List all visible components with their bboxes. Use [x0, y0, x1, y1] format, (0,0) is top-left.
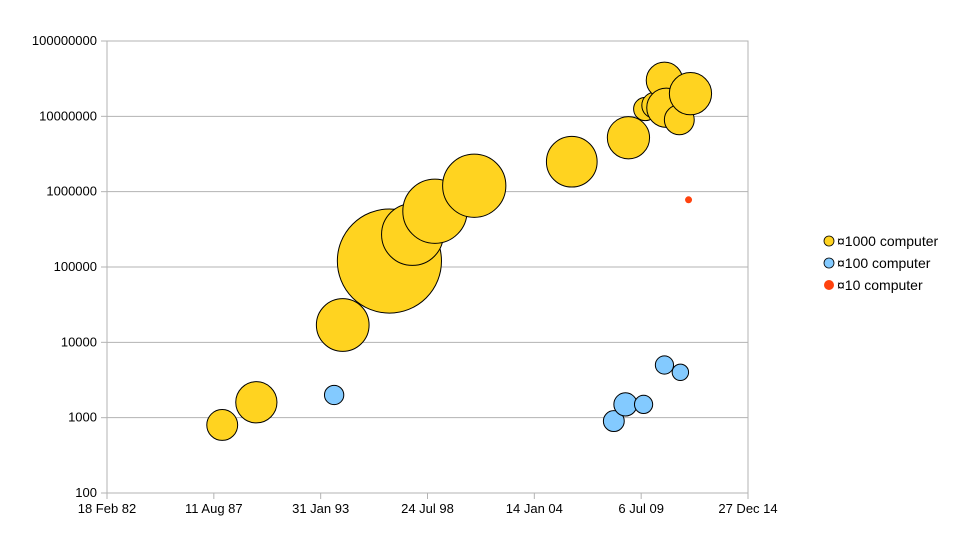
data-bubble — [654, 355, 675, 375]
y-tick-label: 1000 — [68, 410, 97, 425]
y-tick-label: 100000 — [54, 259, 97, 274]
data-bubble — [206, 409, 239, 441]
legend: ¤1000 computer ¤100 computer ¤10 computer — [823, 233, 939, 293]
y-tick-label: 100 — [75, 485, 97, 500]
series-3 — [685, 196, 693, 204]
x-tick-label: 11 Aug 87 — [185, 501, 243, 516]
data-bubble — [671, 363, 690, 382]
x-tick-label: 27 Dec 14 — [718, 501, 777, 516]
x-tick-label: 31 Jan 93 — [292, 501, 349, 516]
data-bubble — [613, 392, 638, 417]
y-tick-label: 10000000 — [39, 108, 97, 123]
y-tick-label: 10000 — [61, 334, 97, 349]
legend-label: ¤1000 computer — [837, 233, 939, 249]
data-bubble — [545, 135, 598, 188]
legend-marker — [823, 257, 835, 269]
legend-label: ¤10 computer — [837, 277, 923, 293]
data-bubble — [235, 381, 278, 424]
data-bubble — [685, 196, 693, 204]
data-bubble — [602, 410, 625, 433]
data-bubble — [323, 384, 345, 406]
x-axis: 18 Feb 82 11 Aug 87 31 Jan 93 24 Jul 98 14 J… — [78, 493, 778, 516]
series-2 — [323, 355, 690, 433]
y-tick-label: 100000000 — [32, 33, 97, 48]
y-axis: 100 1000 10000 100000 1000000 10000000 1000000… — [32, 33, 107, 500]
series-1 — [206, 61, 713, 441]
legend-marker — [823, 235, 835, 247]
data-bubble — [442, 153, 507, 218]
x-tick-label: 6 Jul 09 — [618, 501, 664, 516]
plot-area — [206, 61, 713, 441]
x-tick-label: 14 Jan 04 — [506, 501, 563, 516]
y-tick-label: 1000000 — [46, 184, 97, 199]
x-tick-label: 24 Jul 98 — [401, 501, 454, 516]
data-bubble — [668, 72, 713, 116]
data-bubble — [315, 298, 370, 352]
data-bubble — [633, 394, 654, 415]
x-tick-label: 18 Feb 82 — [78, 501, 137, 516]
data-bubble — [606, 116, 651, 160]
legend-marker — [824, 280, 834, 290]
legend-label: ¤100 computer — [837, 255, 931, 271]
